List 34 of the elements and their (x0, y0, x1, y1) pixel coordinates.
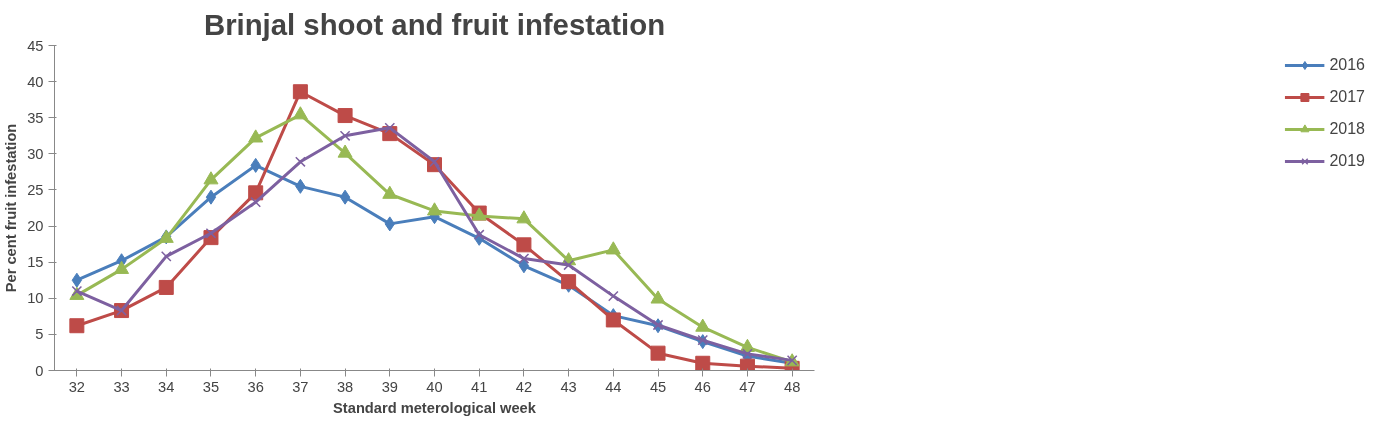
y-tick-label: 30 (27, 145, 44, 162)
x-tick-label: 32 (68, 378, 86, 395)
y-tick-label: 10 (27, 290, 44, 307)
x-tick-label: 43 (560, 378, 577, 395)
x-tick-label: 42 (515, 378, 533, 395)
x-tick-label: 35 (202, 378, 220, 395)
x-tick-label: 48 (784, 378, 801, 395)
y-tick-label: 15 (27, 254, 44, 271)
y-axis-title: Per cent fruit infestation (3, 123, 20, 293)
x-tick-label: 38 (336, 378, 354, 395)
x-tick-label: 45 (649, 378, 667, 395)
x-tick-label: 37 (292, 378, 309, 395)
x-tick-label: 33 (113, 378, 130, 395)
x-tick-label: 41 (471, 378, 488, 395)
y-tick-label: 0 (35, 362, 44, 379)
x-tick-label: 44 (605, 378, 622, 395)
x-tick-label: 47 (739, 378, 756, 395)
x-tick-label: 46 (694, 378, 711, 395)
x-tick-label: 40 (426, 378, 443, 395)
x-tick-label: 39 (381, 378, 398, 395)
legend-label: 2019 (1329, 152, 1365, 170)
chart-title: Brinjal shoot and fruit infestation (203, 7, 666, 41)
legend-label: 2018 (1329, 120, 1365, 138)
y-tick-label: 35 (27, 109, 44, 126)
x-tick-label: 34 (158, 378, 175, 395)
legend-label: 2017 (1329, 88, 1365, 106)
x-tick-label: 36 (247, 378, 264, 395)
y-tick-label: 25 (27, 181, 44, 198)
legend-label: 2016 (1329, 56, 1365, 74)
y-tick-label: 5 (35, 326, 44, 343)
y-tick-label: 20 (27, 218, 44, 235)
y-tick-label: 45 (27, 37, 44, 54)
y-tick-label: 40 (27, 73, 44, 90)
x-axis-title: Standard meterological week (333, 399, 537, 416)
